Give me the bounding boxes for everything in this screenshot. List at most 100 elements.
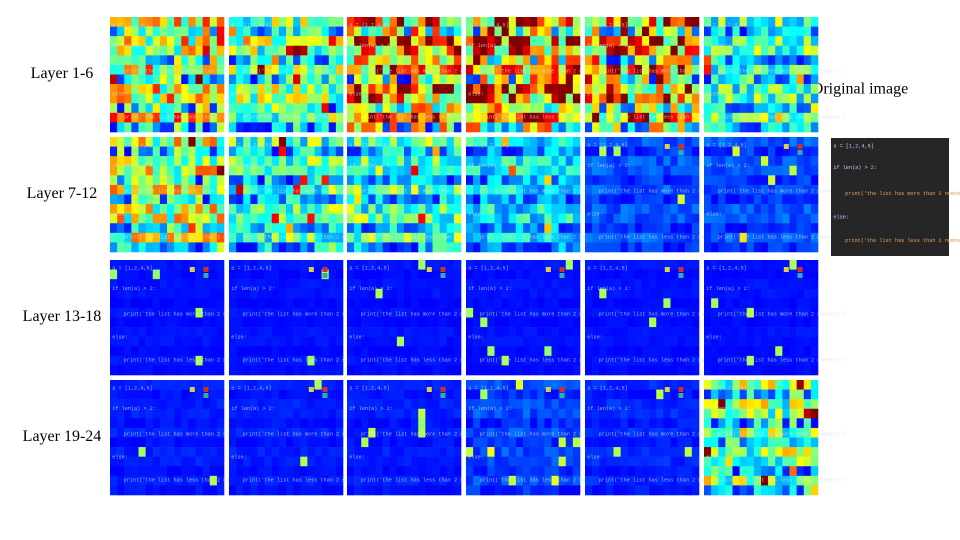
heat-cell: [361, 103, 369, 114]
heat-cell: [453, 327, 462, 337]
heat-cell: [257, 223, 265, 234]
heat-cell: [432, 399, 440, 410]
heat-cell: [152, 45, 161, 56]
heat-cell: [537, 55, 545, 66]
heat-cell: [494, 389, 502, 400]
heat-cell: [293, 466, 301, 477]
heat-cell: [314, 485, 322, 496]
heat-cell: [487, 260, 495, 270]
heat-cell: [328, 242, 337, 253]
heat-cell: [396, 269, 405, 280]
heat-cell: [159, 232, 168, 243]
heat-cell: [599, 466, 607, 477]
heat-cell: [418, 485, 426, 496]
heat-cell: [656, 213, 664, 224]
heat-cell: [257, 64, 265, 75]
heat-cell: [508, 389, 517, 400]
heat-cell: [335, 184, 344, 195]
heat-cell: [670, 279, 678, 290]
heat-cell: [131, 260, 139, 270]
row-label: Layer 13-18: [23, 308, 102, 325]
heat-cell: [649, 74, 657, 85]
heat-cell: [145, 64, 154, 75]
heat-cell: [446, 17, 455, 27]
heat-cell: [375, 146, 383, 157]
heat-cell: [592, 103, 600, 114]
heat-cell: [551, 365, 559, 376]
heat-cell: [592, 36, 600, 47]
heat-cell: [145, 327, 154, 337]
heat-cell: [810, 184, 819, 195]
heat-cell: [264, 122, 273, 133]
heat-cell: [810, 242, 819, 253]
heat-cell: [188, 242, 196, 253]
heat-cell: [188, 165, 196, 176]
heat-cell: [195, 456, 203, 467]
heat-cell: [236, 146, 244, 157]
heat-cell: [565, 399, 574, 410]
heat-cell: [138, 213, 146, 224]
heat-cell: [293, 427, 301, 438]
heat-cell: [314, 232, 322, 243]
heat-cell: [789, 122, 797, 133]
heat-cell: [382, 36, 391, 47]
heat-cell: [314, 93, 322, 104]
heat-cell: [278, 17, 287, 27]
heat-cell: [508, 74, 517, 85]
heat-cell: [188, 380, 196, 390]
heat-cell: [382, 389, 391, 400]
heat-cell: [656, 45, 664, 56]
heat-cell: [382, 146, 391, 157]
heat-cell: [585, 399, 593, 410]
heat-cell: [565, 279, 574, 290]
heat-cell: [278, 365, 287, 376]
heat-cell: [152, 298, 161, 309]
heat-cell: [684, 213, 693, 224]
heat-cell: [480, 456, 488, 467]
heat-cell: [293, 288, 301, 299]
heat-cell: [620, 74, 629, 85]
heat-cell: [124, 307, 132, 318]
heat-cell: [656, 204, 664, 214]
heat-cell: [314, 204, 322, 214]
heat-cell: [159, 165, 168, 176]
heat-cell: [480, 485, 488, 496]
heat-cell: [775, 112, 783, 123]
heat-cell: [368, 146, 376, 157]
heat-cell: [181, 232, 189, 243]
heat-cell: [138, 165, 146, 176]
heat-cell: [286, 204, 294, 214]
heat-cell: [439, 112, 448, 123]
heat-cell: [271, 122, 280, 133]
heat-cell: [131, 307, 139, 318]
heat-cell: [152, 427, 161, 438]
heat-cell: [606, 45, 614, 56]
heat-cell: [558, 456, 567, 467]
heat-cell: [670, 232, 678, 243]
heat-cell: [592, 269, 600, 280]
heat-cell: [642, 288, 650, 299]
heat-cell: [439, 399, 448, 410]
heat-cell: [368, 36, 376, 47]
heat-cell: [195, 93, 203, 104]
heat-cell: [124, 213, 132, 224]
heat-cell: [663, 204, 671, 214]
heat-cell: [124, 288, 132, 299]
heat-cell: [501, 327, 510, 337]
heat-cell: [396, 437, 405, 448]
heat-cell: [620, 112, 629, 123]
heat-cell: [711, 485, 719, 496]
heat-cell: [627, 317, 636, 328]
heat-cell: [361, 485, 369, 496]
heat-cell: [321, 175, 330, 186]
heat-cell: [382, 175, 391, 186]
heat-cell: [328, 346, 337, 357]
heat-cell: [473, 242, 481, 253]
heat-cell: [145, 74, 154, 85]
heat-cell: [711, 45, 719, 56]
heat-cell: [487, 194, 495, 205]
heat-cell: [642, 137, 650, 147]
heat-cell: [642, 122, 650, 133]
heat-cell: [117, 112, 125, 123]
heat-cell: [404, 447, 412, 457]
